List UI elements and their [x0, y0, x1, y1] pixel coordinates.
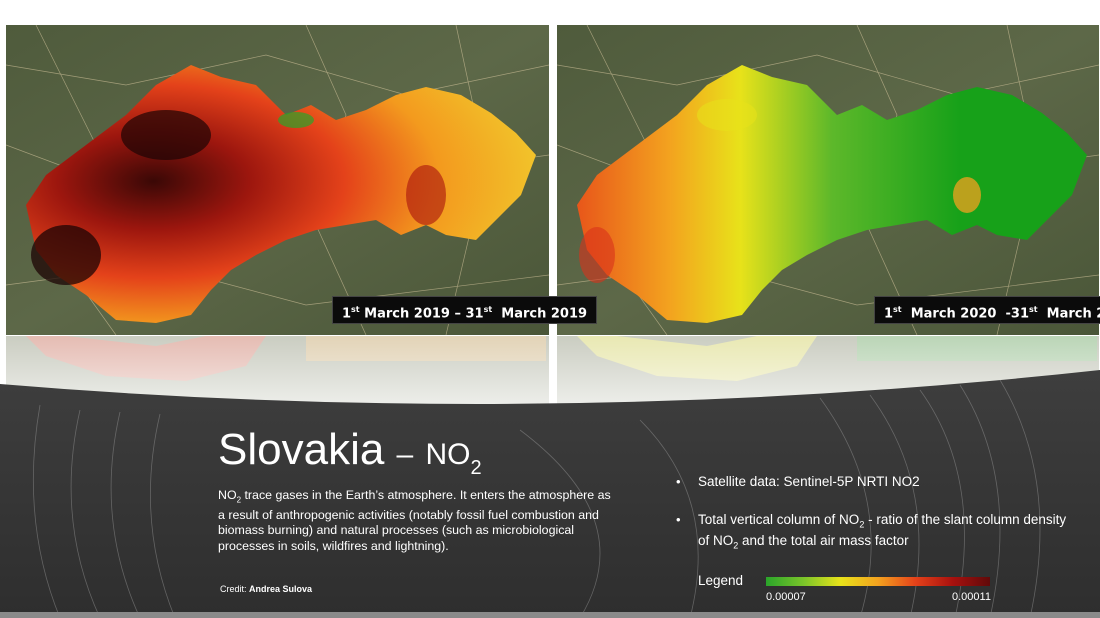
bottom-divider: [0, 612, 1100, 618]
legend-min-value: 0.00007: [766, 591, 806, 603]
legend-title: Legend: [698, 573, 744, 588]
reflection-fade: [0, 336, 1100, 416]
date-label-2020: 1st March 2020 -31st March 2020: [874, 296, 1100, 324]
description-text: NO2 trace gases in the Earth’s atmospher…: [218, 488, 611, 553]
legend-color-bar: [766, 577, 990, 586]
map-2019: [6, 25, 549, 335]
bullet-satellite: Satellite data: Sentinel-5P NRTI NO2: [676, 474, 1076, 489]
credit-line: Credit: Andrea Sulova: [220, 584, 313, 594]
bullet-column: Total vertical column of NO2 - ratio of …: [676, 512, 1076, 553]
info-bullets: Satellite data: Sentinel-5P NRTI NO2 Tot…: [676, 474, 1076, 576]
date-label-2019: 1st March 2019 – 31st March 2019: [332, 296, 598, 324]
page-title: Slovakia – NO2: [218, 425, 482, 479]
map-2019-image: [6, 25, 549, 335]
map-2020-image: [557, 25, 1099, 335]
legend-max-value: 0.00011: [952, 591, 991, 603]
map-2020: [557, 25, 1099, 335]
